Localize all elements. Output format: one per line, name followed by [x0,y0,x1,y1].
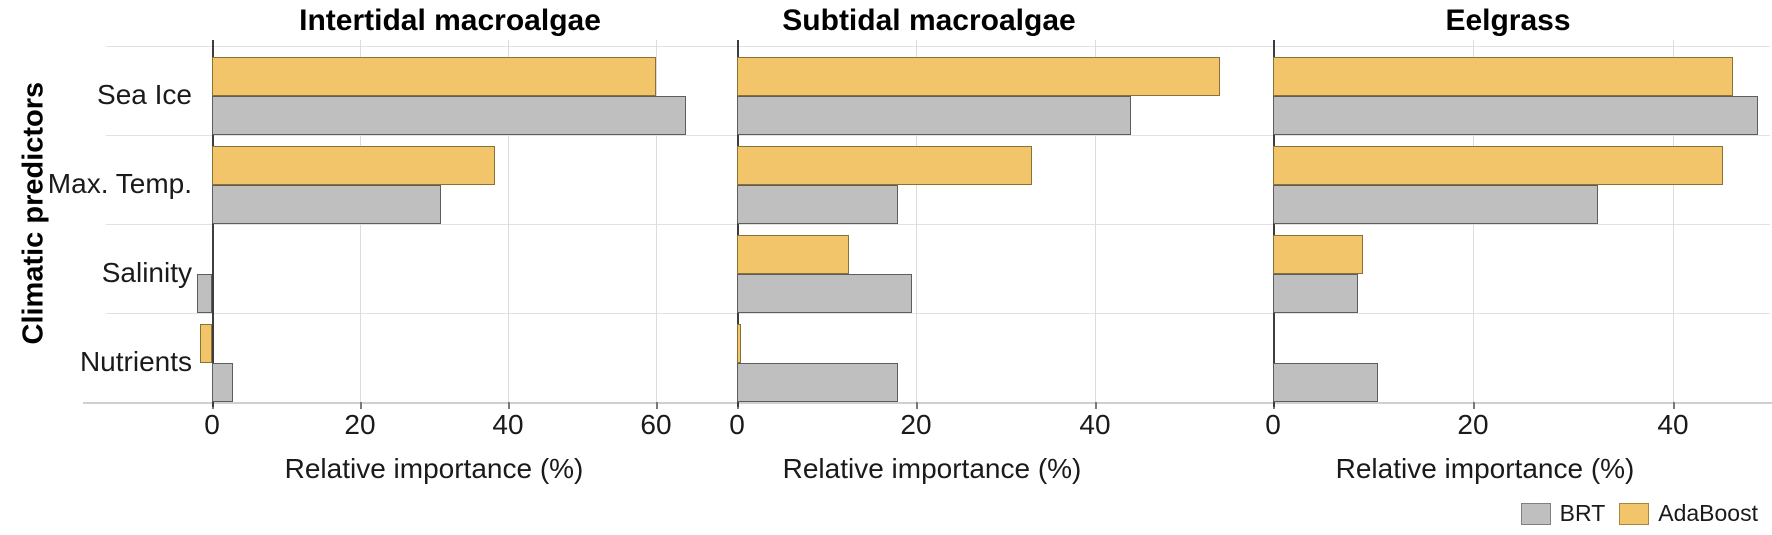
bar-adaboost-salinity [1273,235,1363,274]
tick-label: 0 [204,409,220,440]
bar-brt-max-temp- [737,185,899,224]
axis-tick [1095,402,1097,409]
tick-label: 20 [1457,409,1489,440]
tick-label: 40 [1657,409,1689,440]
bar-adaboost-max-temp- [1273,146,1723,185]
axis-tick [1473,402,1475,409]
vertical-gridline [508,40,510,402]
bar-brt-sea-ice [212,96,686,135]
horizontal-gridline [106,46,1770,48]
category-label-salinity: Salinity [101,256,192,288]
x-axis-line [83,402,1772,404]
panel-title-intertidal: Intertidal macroalgae [299,4,601,37]
tick-label: 20 [900,409,932,440]
x-axis-title-panel1: Relative importance (%) [284,453,584,484]
vertical-gridline [656,40,658,402]
tick-label: 20 [344,409,376,440]
tick-label: 0 [1265,409,1281,440]
axis-tick [1673,402,1675,409]
legend-item-adaboost: AdaBoost [1619,500,1758,527]
adaboost-swatch-icon [1619,502,1650,525]
panel-title-subtidal: Subtidal macroalgae [782,4,1076,37]
horizontal-gridline [106,224,1770,226]
category-label-max-temp-: Max. Temp. [47,167,192,199]
bar-brt-max-temp- [212,185,442,224]
bar-brt-sea-ice [1273,96,1758,135]
tick-label: 40 [1079,409,1111,440]
axis-tick [916,402,918,409]
tick-label: 40 [492,409,524,440]
bar-brt-salinity [1273,274,1358,313]
panel-title-eelgrass: Eelgrass [1445,4,1571,37]
category-label-nutrients: Nutrients [79,345,192,377]
vertical-gridline [1095,40,1097,402]
category-label-sea-ice: Sea Ice [97,78,192,110]
axis-tick [656,402,658,409]
bar-adaboost-max-temp- [737,146,1033,185]
tick-label: 60 [640,409,672,440]
axis-tick [508,402,510,409]
bar-brt-salinity [197,274,212,313]
bar-brt-max-temp- [1273,185,1598,224]
legend: BRT AdaBoost [1520,500,1758,527]
bar-adaboost-sea-ice [737,57,1221,96]
bar-brt-sea-ice [737,96,1131,135]
bar-adaboost-max-temp- [212,146,496,185]
bar-adaboost-sea-ice [1273,57,1733,96]
horizontal-gridline [106,135,1770,137]
legend-label-brt: BRT [1559,500,1606,526]
y-axis-title: Climatic predictors [17,81,50,345]
bar-brt-salinity [737,274,912,313]
bar-brt-nutrients [1273,363,1378,402]
bar-adaboost-salinity [737,235,849,274]
brt-swatch-icon [1520,502,1551,525]
x-axis-title-panel3: Relative importance (%) [1335,453,1635,484]
bar-brt-nutrients [212,363,233,402]
bar-adaboost-nutrients [200,324,212,363]
legend-label-adaboost: AdaBoost [1658,500,1758,526]
bar-adaboost-nutrients [737,324,741,363]
vertical-gridline [1673,40,1675,402]
vertical-gridline [916,40,918,402]
x-axis-title-panel2: Relative importance (%) [782,453,1082,484]
tick-label: 0 [729,409,745,440]
horizontal-gridline [106,313,1770,315]
bar-brt-nutrients [737,363,899,402]
legend-item-brt: BRT [1520,500,1606,527]
bar-adaboost-sea-ice [212,57,656,96]
axis-tick [360,402,362,409]
